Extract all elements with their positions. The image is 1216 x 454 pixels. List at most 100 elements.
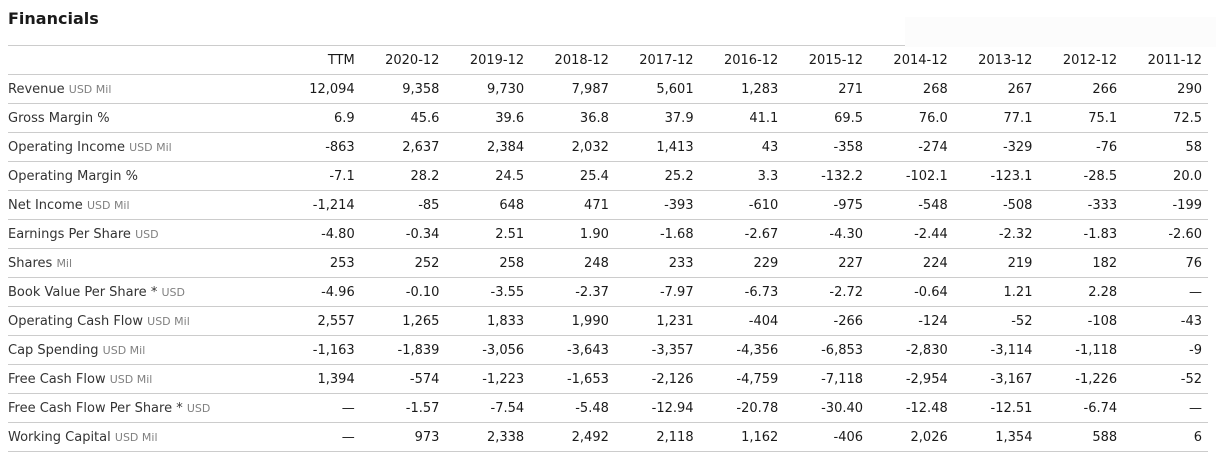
table-row: Working Capital USD Mil —973 2,338 2,492 2,1… [8,422,1208,452]
row-label-cell: Cap Spending USD Mil [8,335,276,365]
cell-value: -3.55 [445,277,531,307]
row-unit: USD Mil [129,140,172,154]
cell-value: 1.21 [953,277,1039,307]
cell-value: -30.40 [784,393,870,423]
cell-value: -28.5 [1038,161,1124,191]
cell-value: 72.5 [1123,103,1208,133]
cell-value: -0.10 [360,277,446,307]
cell-value: -3,056 [445,335,531,365]
cell-value: -266 [784,306,870,336]
cell-value: 9,730 [445,74,531,104]
cell-value: 5,601 [614,74,700,104]
page-title: Financials [8,9,99,28]
cell-value: 1,265 [360,306,446,336]
cell-value: -2,954 [869,364,954,394]
cell-value: 266 [1038,74,1124,104]
cell-value: -2.32 [953,219,1039,249]
cell-value: -3,357 [614,335,700,365]
cell-value: 268 [869,74,954,104]
cell-value: 2,118 [614,422,700,452]
row-unit: USD [186,401,211,415]
cell-value: -404 [699,306,785,336]
cell-value: -7.1 [276,161,361,191]
cell-value: 973 [360,422,446,452]
ad-placeholder [905,17,1216,47]
cell-value: -4.80 [276,219,361,249]
cell-value: 2,338 [445,422,531,452]
cell-value: 253 [276,248,361,278]
cell-value: 248 [530,248,615,278]
table-row: Free Cash Flow Per Share * USD — -1.57 -7.5… [8,393,1208,423]
cell-value: -4,759 [699,364,785,394]
table-row: Earnings Per Share USD -4.80 -0.34 2.51 1.90… [8,219,1208,249]
row-unit: USD Mil [68,82,112,96]
column-header: 2013-12 [953,45,1039,75]
cell-value: -2,126 [614,364,700,394]
row-label-cell: Operating Margin % [8,161,276,191]
table-row: Operating Cash Flow USD Mil 2,557 1,265 1,8… [8,306,1208,336]
cell-value: 648 [445,190,531,220]
row-label-cell: Revenue USD Mil [8,74,276,104]
cell-value: -7,118 [784,364,870,394]
cell-value: 20.0 [1123,161,1208,191]
cell-value: -1,118 [1038,335,1124,365]
financials-table: TTM 2020-12 2019-12 2018-12 2017-12 2016-12 20… [8,45,1208,452]
cell-value: -5.48 [530,393,615,423]
row-label: Operating Income [8,139,125,155]
row-label-cell: Book Value Per Share * USD [8,277,276,307]
cell-value: -1,226 [1038,364,1124,394]
cell-value: 25.4 [530,161,615,191]
cell-value: — [1123,393,1208,423]
cell-value: 1,162 [699,422,785,452]
cell-value: -548 [869,190,954,220]
cell-value: -1,163 [276,335,361,365]
cell-value: 41.1 [699,103,785,133]
cell-value: 69.5 [784,103,870,133]
column-header: TTM [276,45,361,75]
table-row: Operating Margin % -7.1 28.2 24.5 25.4 25.2 3.… [8,161,1208,191]
cell-value: 36.8 [530,103,615,133]
cell-value: 28.2 [360,161,446,191]
row-label: Earnings Per Share [8,226,131,242]
cell-value: -43 [1123,306,1208,336]
cell-value: -20.78 [699,393,785,423]
cell-value: -12.94 [614,393,700,423]
cell-value: 39.6 [445,103,531,133]
cell-value: 182 [1038,248,1124,278]
cell-value: -132.2 [784,161,870,191]
cell-value: 233 [614,248,700,278]
cell-value: 267 [953,74,1039,104]
row-label-cell: Free Cash Flow Per Share * USD [8,393,276,423]
cell-value: -1.68 [614,219,700,249]
row-label: Free Cash Flow Per Share * [8,400,183,416]
cell-value: 2,026 [869,422,954,452]
cell-value: -975 [784,190,870,220]
table-row: Gross Margin % 6.9 45.6 39.6 36.8 37.9 41.1 69.… [8,103,1208,133]
cell-value: -358 [784,132,870,162]
cell-value: -3,643 [530,335,615,365]
cell-value: -108 [1038,306,1124,336]
cell-value: -2.60 [1123,219,1208,249]
table-row: Cap Spending USD Mil -1,163 -1,839 -3,056 -3… [8,335,1208,365]
financials-page: Financials TTM 2020-12 2019-12 2018-12 2017-… [0,9,1216,454]
row-unit: USD Mil [102,343,146,357]
cell-value: -4.30 [784,219,870,249]
column-header: 2014-12 [869,45,954,75]
cell-value: 219 [953,248,1039,278]
row-label-cell: Operating Income USD Mil [8,132,276,162]
column-header: 2016-12 [699,45,785,75]
cell-value: 77.1 [953,103,1039,133]
cell-value: -4,356 [699,335,785,365]
cell-value: -124 [869,306,954,336]
cell-value: -1.57 [360,393,446,423]
row-label: Operating Margin % [8,168,139,184]
cell-value: 2,032 [530,132,615,162]
cell-value: -3,114 [953,335,1039,365]
cell-value: 24.5 [445,161,531,191]
row-label: Net Income [8,197,83,213]
row-label: Gross Margin % [8,110,110,126]
cell-value: — [276,422,361,452]
table-row: Net Income USD Mil -1,214 -85 648 471 -393 -61… [8,190,1208,220]
cell-value: 588 [1038,422,1124,452]
cell-value: 271 [784,74,870,104]
